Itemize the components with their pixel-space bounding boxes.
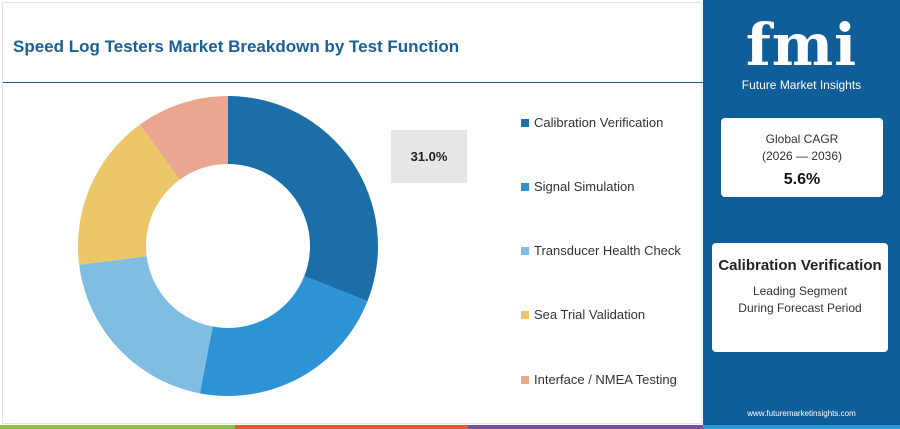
bottom-bar-segment	[235, 425, 468, 429]
value-callout: 31.0%	[391, 130, 467, 183]
legend-item: Interface / NMEA Testing	[521, 372, 677, 387]
brand-sidebar: fmi Future Market Insights Global CAGR (…	[703, 0, 900, 429]
legend-item: Signal Simulation	[521, 179, 634, 194]
cagr-card: Global CAGR (2026 — 2036) 5.6%	[721, 118, 883, 197]
leading-segment-card: Calibration Verification Leading Segment…	[712, 243, 888, 352]
legend-item: Sea Trial Validation	[521, 307, 645, 322]
legend-item: Transducer Health Check	[521, 243, 681, 258]
title-divider	[3, 82, 703, 83]
donut-slice-5	[139, 96, 228, 180]
donut-slice-4	[78, 124, 180, 265]
segment-desc-line2: During Forecast Period	[738, 301, 862, 315]
donut-slice-2	[199, 276, 368, 396]
donut-chart	[78, 96, 378, 396]
legend-label: Interface / NMEA Testing	[534, 372, 677, 387]
chart-title: Speed Log Testers Market Breakdown by Te…	[13, 37, 460, 56]
legend-label: Signal Simulation	[534, 179, 635, 194]
legend-swatch	[521, 310, 529, 319]
legend-label: Sea Trial Validation	[534, 307, 646, 322]
donut-slice-3	[79, 256, 213, 394]
website-url: www.futuremarketinsights.com	[747, 409, 856, 418]
fmi-logo: fmi Future Market Insights	[703, 14, 900, 92]
legend-label: Transducer Health Check	[534, 243, 681, 258]
segment-desc-line1: Leading Segment	[752, 284, 848, 298]
segment-name: Calibration Verification	[718, 257, 882, 274]
segment-description: Leading Segment During Forecast Period	[712, 283, 888, 317]
bottom-bar-segment	[0, 425, 235, 429]
chart-card: Speed Log Testers Market Breakdown by Te…	[2, 2, 703, 424]
cagr-period: (2026 — 2036)	[761, 149, 843, 163]
legend-swatch	[521, 246, 529, 255]
logo-tagline: Future Market Insights	[741, 78, 862, 92]
donut-slice-1	[228, 96, 378, 302]
legend-label: Calibration Verification	[534, 115, 664, 130]
bottom-color-bar	[0, 425, 900, 429]
legend-swatch	[521, 118, 529, 127]
logo-wordmark: fmi	[745, 11, 858, 79]
cagr-value: 5.6%	[783, 171, 821, 188]
legend-swatch	[521, 375, 529, 384]
bottom-bar-segment	[468, 425, 703, 429]
legend-swatch	[521, 182, 529, 191]
legend-item: Calibration Verification	[521, 115, 663, 130]
bottom-bar-segment	[703, 425, 900, 429]
cagr-label: Global CAGR	[765, 132, 839, 146]
